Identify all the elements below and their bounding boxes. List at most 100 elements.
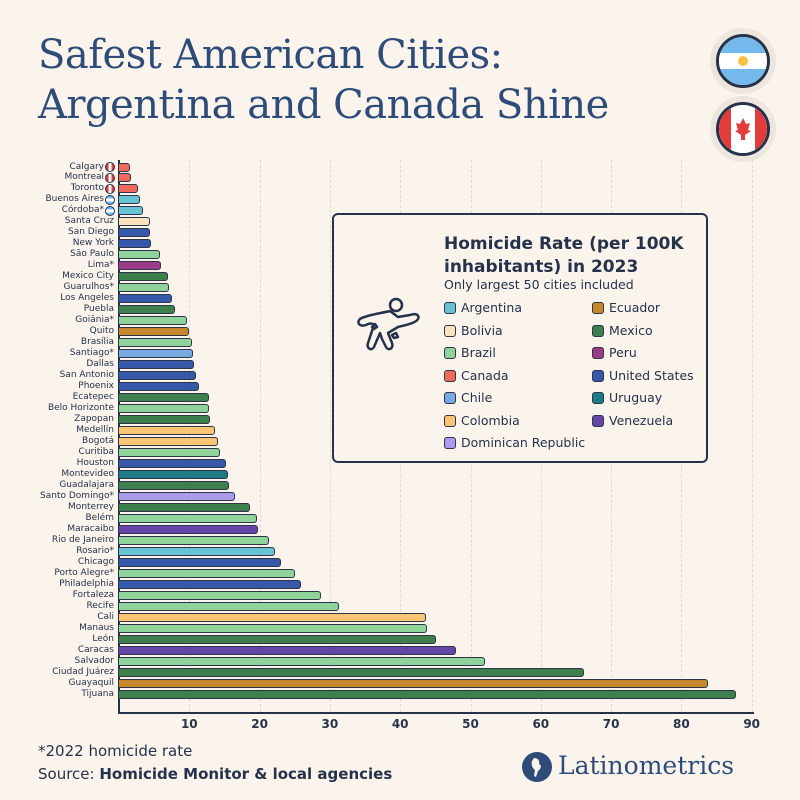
bar-chicago xyxy=(119,557,282,567)
bar-maracaibo xyxy=(119,524,259,534)
x-tick-label: 20 xyxy=(251,717,268,731)
legend-item: Dominican Republic xyxy=(444,436,585,450)
bar-recife xyxy=(119,601,340,611)
legend-label: Canada xyxy=(461,367,509,383)
bar-porto-alegre- xyxy=(119,568,295,578)
x-tick-label: 30 xyxy=(321,717,339,731)
category-label: Santiago* xyxy=(69,348,114,359)
legend-swatch xyxy=(444,347,456,359)
bar-phoenix xyxy=(119,382,200,392)
argentina-flag-badge xyxy=(710,28,776,94)
category-label: Caracas xyxy=(77,644,114,655)
bar-león xyxy=(119,634,437,644)
gridline xyxy=(189,160,191,712)
legend-swatch xyxy=(444,369,456,382)
category-label: Manaus xyxy=(79,622,114,633)
bar-ecatepec xyxy=(119,393,209,403)
category-label: San Antonio xyxy=(59,370,114,381)
bar-monterrey xyxy=(119,502,251,512)
bar-goiânia- xyxy=(119,316,188,326)
canada-mini-flag-icon xyxy=(105,172,115,183)
legend-label: Bolivia xyxy=(461,322,503,338)
category-label: Maracaibo xyxy=(67,523,114,534)
legend-swatch xyxy=(444,437,456,449)
category-label: Buenos Aires xyxy=(45,194,104,205)
legend-swatch xyxy=(444,414,456,427)
category-label: Mexico City xyxy=(62,271,114,282)
bar-montevideo xyxy=(119,469,228,479)
category-label: Chicago xyxy=(77,556,114,567)
legend-label: Ecuador xyxy=(609,300,661,315)
bar-guayaquil xyxy=(119,678,709,688)
bar-buenos-aires xyxy=(119,195,141,205)
legend-swatch xyxy=(444,324,456,337)
category-label: New York xyxy=(72,238,114,249)
bar-puebla xyxy=(119,305,175,315)
category-label: León xyxy=(92,633,114,644)
bar-curitiba xyxy=(119,447,220,457)
bar-montreal xyxy=(119,173,131,183)
category-label: Fortaleza xyxy=(72,589,114,600)
legend-label: Dominican Republic xyxy=(461,435,586,450)
category-label: Quito xyxy=(89,326,114,337)
page-title: Safest American Cities: Argentina and Ca… xyxy=(38,30,609,130)
category-label: Santo Domingo* xyxy=(40,490,114,501)
category-label: San Diego xyxy=(68,227,114,238)
bar-lima- xyxy=(119,261,162,271)
legend-swatch xyxy=(592,369,604,382)
bar-santo-domingo- xyxy=(119,491,235,501)
bar-houston xyxy=(119,458,226,468)
x-axis-line xyxy=(118,712,754,714)
bar-rio-de-janeiro xyxy=(119,535,270,545)
legend-item: Venezuela xyxy=(592,412,674,428)
legend-item: Bolivia xyxy=(444,322,503,338)
legend-item: Canada xyxy=(444,367,509,383)
category-label: Belo Horizonte xyxy=(47,403,114,414)
bar-new-york xyxy=(119,239,151,249)
bar-toronto xyxy=(119,184,138,194)
category-label: Brasília xyxy=(80,337,114,348)
category-label: Monterrey xyxy=(68,501,114,512)
title-line-2: Argentina and Canada Shine xyxy=(38,82,609,128)
title-line-1: Safest American Cities: xyxy=(38,32,503,78)
category-label: Puebla xyxy=(83,304,114,315)
category-label: Guarulhos* xyxy=(63,282,115,293)
category-label: São Paulo xyxy=(70,249,114,260)
bar-salvador xyxy=(119,656,485,666)
source-line: Source: Homicide Monitor & local agencie… xyxy=(38,765,392,783)
x-tick-label: 90 xyxy=(743,717,761,731)
canada-mini-flag-icon xyxy=(105,183,115,194)
bar-zapopan xyxy=(119,415,210,425)
latinometrics-logo-icon xyxy=(522,752,552,782)
bar-tijuana xyxy=(119,689,737,699)
category-label: Houston xyxy=(76,457,114,468)
category-label: Santa Cruz xyxy=(64,216,114,227)
category-label: Calgary xyxy=(69,161,104,172)
category-label: Córdoba* xyxy=(61,205,104,216)
bar-medellín xyxy=(119,426,215,436)
argentina-mini-flag-icon xyxy=(105,194,115,205)
category-label: Ciudad Juárez xyxy=(52,666,114,677)
bar-santiago- xyxy=(119,349,193,359)
argentina-flag-icon xyxy=(716,34,770,88)
category-label: Cali xyxy=(97,611,114,622)
legend-label: Chile xyxy=(461,390,493,405)
category-label: Toronto xyxy=(70,183,104,194)
legend-item: Brazil xyxy=(444,346,496,360)
legend-item: Mexico xyxy=(592,322,653,338)
x-tick-label: 10 xyxy=(180,717,198,731)
legend-label: United States xyxy=(609,367,694,383)
legend-label: Mexico xyxy=(609,322,653,338)
category-label: Dallas xyxy=(86,359,114,370)
legend-swatch xyxy=(592,302,604,314)
category-label: Los Angeles xyxy=(60,293,114,304)
legend-label: Venezuela xyxy=(609,412,674,428)
category-label: Bogotá xyxy=(82,436,114,446)
bar-guarulhos- xyxy=(119,283,169,293)
bar-fortaleza xyxy=(119,590,321,600)
gridline xyxy=(751,160,753,712)
bar-dallas xyxy=(119,360,194,370)
category-label: Phoenix xyxy=(78,381,114,392)
gridline xyxy=(259,160,261,712)
category-label: Porto Alegre* xyxy=(54,567,114,578)
